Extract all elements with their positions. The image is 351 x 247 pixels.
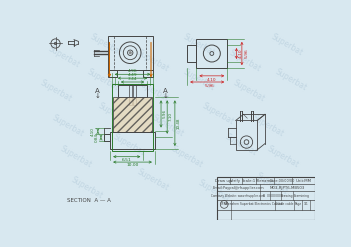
Bar — [110, 132, 155, 149]
Bar — [112, 83, 153, 150]
Text: Superbat: Superbat — [58, 144, 93, 169]
Text: 1/1: 1/1 — [303, 203, 308, 206]
Bar — [217, 178, 315, 220]
Text: Superbat: Superbat — [85, 67, 120, 92]
Text: Date:00/00/00: Date:00/00/00 — [270, 179, 296, 183]
Text: Superbat: Superbat — [135, 48, 170, 73]
Text: Superbat: Superbat — [197, 179, 232, 204]
Text: 5.96: 5.96 — [163, 109, 167, 118]
Bar — [133, 85, 137, 105]
Bar — [104, 134, 110, 141]
Text: SECTION  A — A: SECTION A — A — [67, 198, 111, 203]
Text: Examining: Examining — [294, 194, 310, 198]
Text: XTRA: XTRA — [220, 203, 228, 206]
Text: A: A — [95, 88, 99, 94]
Text: A: A — [163, 88, 168, 94]
Bar — [143, 70, 153, 77]
Text: 4.10: 4.10 — [91, 127, 95, 136]
Text: Superbat: Superbat — [51, 113, 85, 139]
Text: Drawing: Drawing — [280, 194, 293, 198]
Text: ↓: ↓ — [94, 93, 100, 99]
Text: Superbat: Superbat — [251, 113, 285, 139]
Text: Superbat: Superbat — [112, 132, 147, 158]
Text: Email:Paypal@rfsupplier.com: Email:Paypal@rfsupplier.com — [212, 186, 264, 190]
Text: 6.51: 6.51 — [121, 158, 131, 162]
Text: Superbat: Superbat — [181, 67, 216, 92]
Text: 10.48: 10.48 — [177, 117, 181, 128]
Bar — [197, 39, 227, 68]
Text: 5.96: 5.96 — [205, 84, 214, 88]
Text: Superbat: Superbat — [266, 144, 301, 169]
Text: Superbat: Superbat — [274, 67, 309, 92]
Text: 0.84: 0.84 — [94, 133, 98, 142]
Text: Draw up: Draw up — [215, 179, 232, 183]
Text: 7.10: 7.10 — [169, 112, 173, 121]
Bar — [187, 45, 197, 62]
Text: Superbat: Superbat — [170, 144, 205, 169]
Bar — [118, 85, 147, 97]
Text: Superbat: Superbat — [200, 102, 236, 127]
Text: 5.96: 5.96 — [245, 49, 249, 58]
Bar — [113, 97, 152, 132]
Text: 4.10: 4.10 — [239, 49, 243, 58]
Text: Shenzhen Superbat Electronics Co.,Ltd: Shenzhen Superbat Electronics Co.,Ltd — [224, 203, 282, 206]
Text: Anode cable: Anode cable — [275, 203, 293, 206]
Text: Verify: Verify — [230, 179, 241, 183]
Circle shape — [129, 52, 131, 54]
Text: Superbat: Superbat — [227, 48, 263, 73]
Text: 4.49: 4.49 — [128, 73, 137, 77]
Text: Superbat: Superbat — [254, 171, 289, 196]
Text: Unit:MM: Unit:MM — [296, 179, 311, 183]
Text: 4.10: 4.10 — [207, 78, 217, 82]
Text: Superbat: Superbat — [181, 32, 216, 58]
Text: Superbat: Superbat — [270, 32, 305, 58]
Text: Filename: Filename — [256, 179, 274, 183]
Text: 00/00/00/h: 00/00/00/h — [266, 194, 283, 198]
Text: Page: Page — [294, 203, 302, 206]
Bar — [108, 70, 117, 77]
Text: Superbat: Superbat — [231, 79, 266, 104]
Text: 10.00: 10.00 — [126, 163, 139, 167]
Text: Superbat: Superbat — [151, 113, 185, 139]
Text: Scale:1: Scale:1 — [242, 179, 256, 183]
Text: ↓: ↓ — [163, 93, 168, 99]
Bar — [129, 85, 132, 105]
Text: Superbat: Superbat — [47, 44, 81, 69]
Text: Superbat: Superbat — [69, 175, 105, 200]
Text: Superbat: Superbat — [97, 102, 132, 127]
Text: M03-RJPT6-MB503: M03-RJPT6-MB503 — [270, 186, 305, 190]
Text: 4.96: 4.96 — [128, 69, 137, 73]
Text: Superbat: Superbat — [135, 167, 170, 192]
Text: Superbat: Superbat — [89, 32, 124, 58]
Text: Superbat: Superbat — [224, 132, 259, 158]
Text: Superbat: Superbat — [39, 79, 74, 104]
Bar — [236, 121, 257, 150]
Text: Superbat: Superbat — [135, 79, 170, 104]
Text: El: El — [263, 194, 266, 198]
Text: 3.44: 3.44 — [128, 77, 137, 81]
Text: Company Website: www.rfsupplier.com: Company Website: www.rfsupplier.com — [211, 194, 265, 198]
Bar — [108, 36, 153, 70]
